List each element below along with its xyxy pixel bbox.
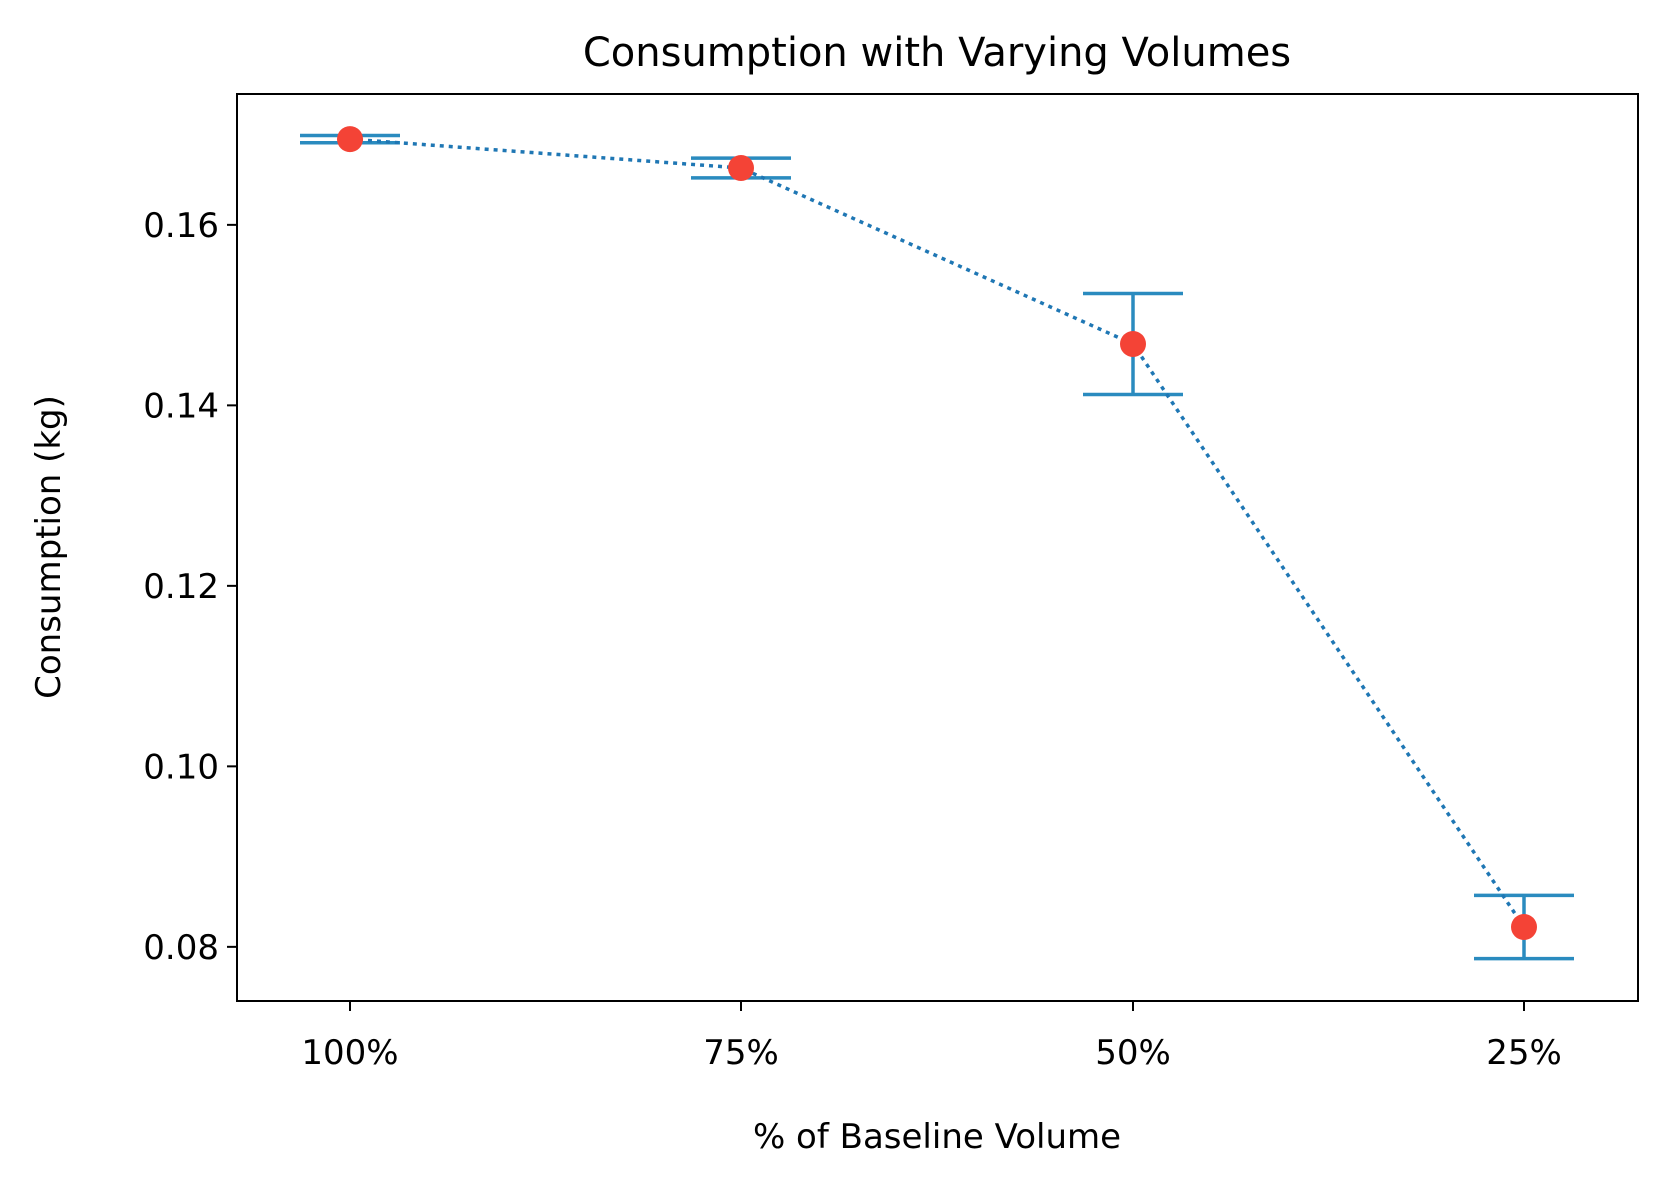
x-tick-label: 25%: [1486, 1033, 1562, 1073]
x-tick-label: 100%: [301, 1033, 398, 1073]
y-tick-label: 0.10: [143, 747, 219, 787]
x-tick-label: 50%: [1095, 1033, 1171, 1073]
series-line: [349, 137, 1526, 928]
y-axis-label: Consumption (kg): [29, 395, 69, 699]
y-tick-label: 0.16: [143, 206, 219, 246]
axes: 0.08 0.10 0.12 0.14 0.16 100% 75% 50% 25%: [143, 206, 1561, 1073]
data-point: [1511, 913, 1537, 940]
data-point: [728, 155, 754, 182]
x-tick-label: 75%: [703, 1033, 779, 1073]
chart-title: Consumption with Varying Volumes: [583, 30, 1291, 76]
x-axis-label: % of Baseline Volume: [753, 1117, 1121, 1157]
y-tick-label: 0.12: [143, 567, 219, 607]
data-point: [1120, 330, 1146, 357]
y-tick-label: 0.14: [143, 386, 219, 426]
y-tick-label: 0.08: [143, 928, 219, 968]
plot-frame: [236, 93, 1639, 1002]
plot-area: [300, 126, 1574, 961]
data-point: [337, 126, 363, 153]
